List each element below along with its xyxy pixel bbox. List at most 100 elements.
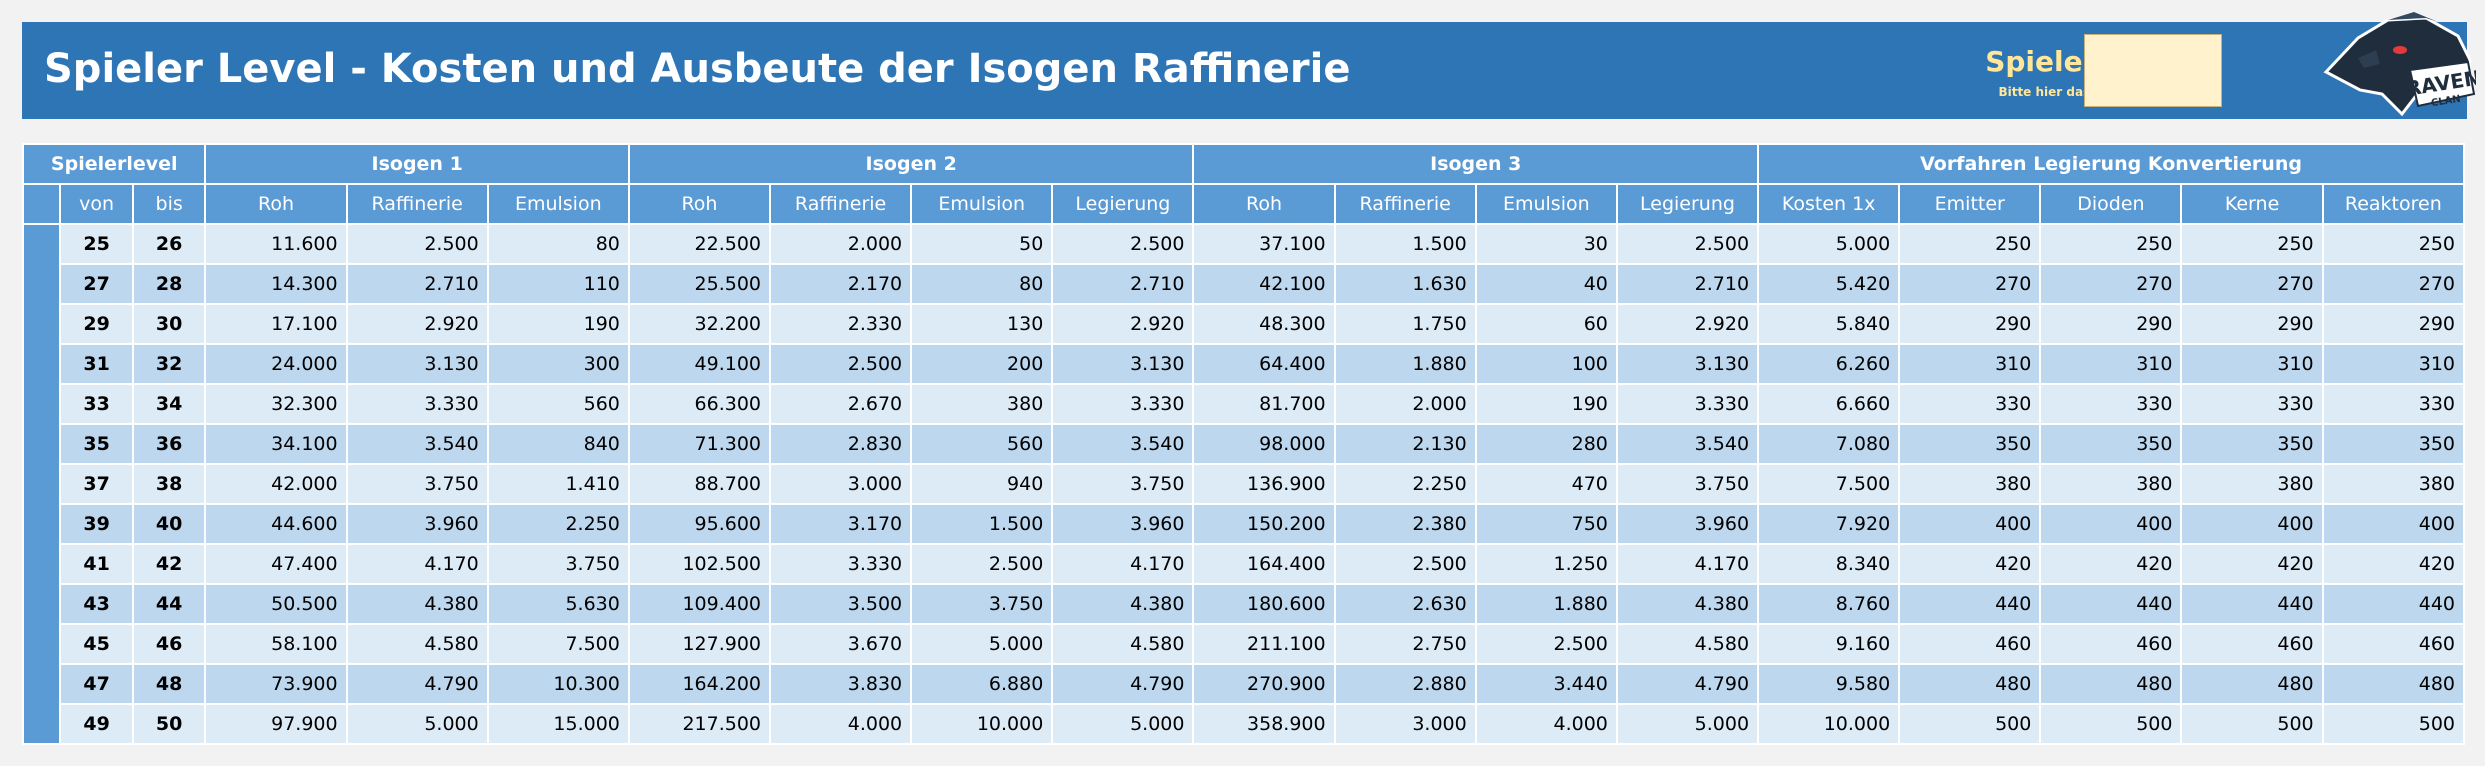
value-cell[interactable]: 5.840 [1759,305,1899,343]
value-cell[interactable]: 270 [2041,265,2181,303]
value-cell[interactable]: 3.670 [771,625,911,663]
value-cell[interactable]: 270 [2182,265,2322,303]
value-cell[interactable]: 44.600 [206,505,346,543]
level-cell[interactable]: 48 [133,665,205,703]
value-cell[interactable]: 750 [1476,505,1616,543]
value-cell[interactable]: 4.380 [347,585,487,623]
value-cell[interactable]: 2.920 [1617,305,1758,343]
value-cell[interactable]: 9.580 [1759,665,1899,703]
value-cell[interactable]: 3.000 [1335,705,1475,743]
level-cell[interactable]: 39 [61,505,132,543]
value-cell[interactable]: 5.420 [1759,265,1899,303]
value-cell[interactable]: 100 [1476,345,1616,383]
value-cell[interactable]: 290 [2323,305,2463,343]
value-cell[interactable]: 330 [2323,385,2463,423]
value-cell[interactable]: 3.330 [1053,385,1193,423]
value-cell[interactable]: 4.580 [1617,625,1758,663]
value-cell[interactable]: 420 [2182,545,2322,583]
value-cell[interactable]: 47.400 [206,545,346,583]
level-cell[interactable]: 49 [61,705,132,743]
value-cell[interactable]: 180.600 [1194,585,1334,623]
value-cell[interactable]: 109.400 [629,585,770,623]
value-cell[interactable]: 440 [2323,585,2463,623]
level-cell[interactable]: 45 [61,625,132,663]
value-cell[interactable]: 5.000 [1617,705,1758,743]
value-cell[interactable]: 130 [912,305,1052,343]
value-cell[interactable]: 164.200 [629,665,770,703]
value-cell[interactable]: 5.000 [347,705,487,743]
value-cell[interactable]: 2.630 [1335,585,1475,623]
value-cell[interactable]: 6.260 [1759,345,1899,383]
value-cell[interactable]: 358.900 [1194,705,1334,743]
value-cell[interactable]: 2.500 [1335,545,1475,583]
value-cell[interactable]: 5.000 [1759,225,1899,263]
value-cell[interactable]: 4.790 [1617,665,1758,703]
value-cell[interactable]: 500 [2041,705,2181,743]
value-cell[interactable]: 42.100 [1194,265,1334,303]
level-cell[interactable]: 27 [61,265,132,303]
value-cell[interactable]: 8.340 [1759,545,1899,583]
value-cell[interactable]: 3.130 [1053,345,1193,383]
value-cell[interactable]: 4.170 [1053,545,1193,583]
value-cell[interactable]: 88.700 [629,465,770,503]
value-cell[interactable]: 400 [2182,505,2322,543]
level-cell[interactable]: 47 [61,665,132,703]
value-cell[interactable]: 2.000 [771,225,911,263]
level-cell[interactable]: 42 [133,545,205,583]
level-cell[interactable]: 40 [133,505,205,543]
value-cell[interactable]: 3.000 [771,465,911,503]
value-cell[interactable]: 2.170 [771,265,911,303]
value-cell[interactable]: 250 [2041,225,2181,263]
player-level-input[interactable] [2084,34,2222,107]
value-cell[interactable]: 190 [488,305,628,343]
value-cell[interactable]: 1.880 [1476,585,1616,623]
value-cell[interactable]: 4.170 [347,545,487,583]
value-cell[interactable]: 1.630 [1335,265,1475,303]
value-cell[interactable]: 3.960 [347,505,487,543]
value-cell[interactable]: 6.660 [1759,385,1899,423]
value-cell[interactable]: 3.170 [771,505,911,543]
value-cell[interactable]: 350 [2041,425,2181,463]
value-cell[interactable]: 66.300 [629,385,770,423]
value-cell[interactable]: 48.300 [1194,305,1334,343]
value-cell[interactable]: 500 [2182,705,2322,743]
value-cell[interactable]: 37.100 [1194,225,1334,263]
value-cell[interactable]: 60 [1476,305,1616,343]
value-cell[interactable]: 380 [2323,465,2463,503]
value-cell[interactable]: 380 [912,385,1052,423]
value-cell[interactable]: 5.630 [488,585,628,623]
value-cell[interactable]: 25.500 [629,265,770,303]
value-cell[interactable]: 3.130 [347,345,487,383]
value-cell[interactable]: 310 [2182,345,2322,383]
value-cell[interactable]: 211.100 [1194,625,1334,663]
value-cell[interactable]: 2.710 [347,265,487,303]
value-cell[interactable]: 200 [912,345,1052,383]
value-cell[interactable]: 3.540 [1053,425,1193,463]
value-cell[interactable]: 290 [1900,305,2040,343]
value-cell[interactable]: 7.500 [488,625,628,663]
value-cell[interactable]: 280 [1476,425,1616,463]
value-cell[interactable]: 400 [2041,505,2181,543]
value-cell[interactable]: 49.100 [629,345,770,383]
value-cell[interactable]: 290 [2041,305,2181,343]
value-cell[interactable]: 420 [1900,545,2040,583]
value-cell[interactable]: 3.830 [771,665,911,703]
value-cell[interactable]: 2.000 [1335,385,1475,423]
value-cell[interactable]: 15.000 [488,705,628,743]
value-cell[interactable]: 4.000 [1476,705,1616,743]
value-cell[interactable]: 2.500 [1053,225,1193,263]
value-cell[interactable]: 164.400 [1194,545,1334,583]
value-cell[interactable]: 400 [1900,505,2040,543]
level-cell[interactable]: 34 [133,385,205,423]
value-cell[interactable]: 58.100 [206,625,346,663]
value-cell[interactable]: 5.000 [1053,705,1193,743]
value-cell[interactable]: 2.250 [1335,465,1475,503]
value-cell[interactable]: 50.500 [206,585,346,623]
value-cell[interactable]: 2.920 [1053,305,1193,343]
value-cell[interactable]: 7.920 [1759,505,1899,543]
value-cell[interactable]: 310 [2041,345,2181,383]
value-cell[interactable]: 300 [488,345,628,383]
level-cell[interactable]: 36 [133,425,205,463]
value-cell[interactable]: 2.500 [771,345,911,383]
value-cell[interactable]: 420 [2323,545,2463,583]
